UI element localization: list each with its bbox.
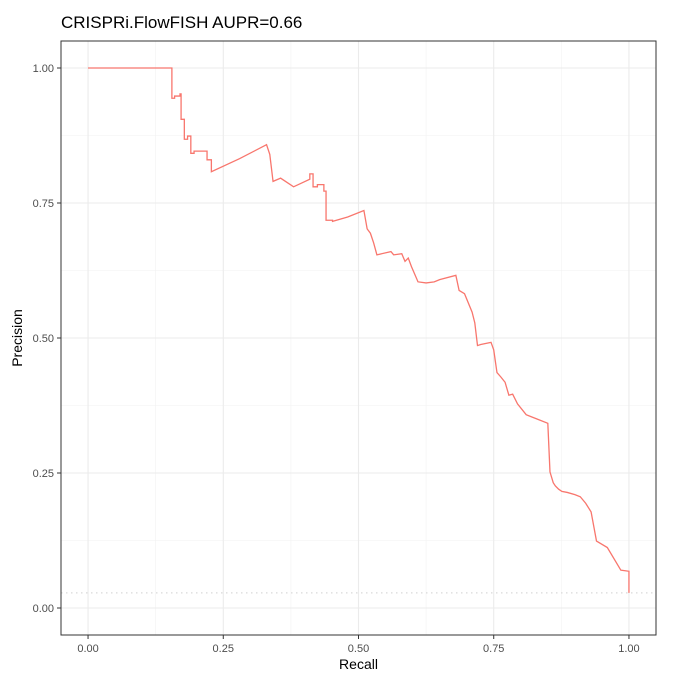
plot-panel	[60, 40, 657, 636]
x-tick-label: 0.25	[213, 643, 234, 655]
precision-recall-curve	[88, 67, 630, 593]
chart-title: CRISPRi.FlowFISH AUPR=0.66	[61, 13, 302, 32]
x-axis-ticks: 0.00 0.25 0.50 0.75 1.00	[77, 635, 640, 655]
x-tick-label: 0.00	[77, 643, 98, 655]
y-tick-label: 1.00	[33, 63, 54, 75]
y-axis-ticks: 0.00 0.25 0.50 0.75 1.00	[33, 63, 61, 615]
x-tick-label: 0.50	[348, 643, 369, 655]
y-tick-label: 0.00	[33, 603, 54, 615]
y-tick-label: 0.25	[33, 468, 54, 480]
x-axis-title: Recall	[339, 656, 378, 672]
x-tick-label: 0.75	[483, 643, 504, 655]
y-tick-label: 0.75	[33, 198, 54, 210]
x-tick-label: 1.00	[618, 643, 639, 655]
y-axis-title: Precision	[9, 309, 25, 367]
y-tick-label: 0.50	[33, 333, 54, 345]
